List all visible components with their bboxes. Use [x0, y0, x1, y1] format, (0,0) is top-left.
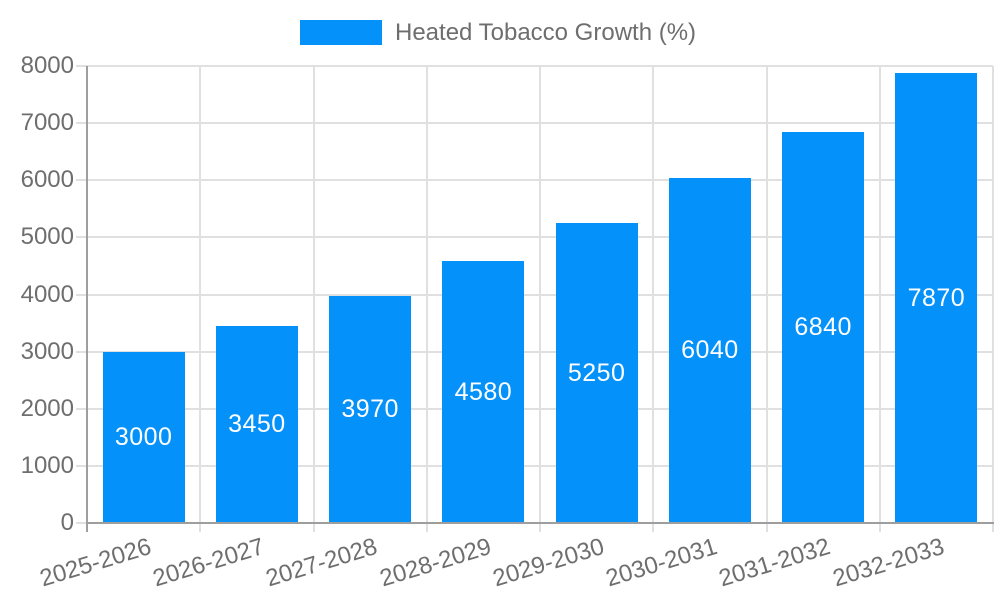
y-tick-mark	[76, 293, 87, 296]
x-tick-mark	[199, 523, 202, 532]
y-tick-mark	[76, 179, 87, 182]
bar-value-label: 6840	[794, 313, 852, 342]
bar[interactable]: 5250	[555, 223, 638, 523]
bar[interactable]: 6040	[668, 177, 751, 523]
gridline-v	[312, 66, 315, 523]
y-tick-label: 6000	[20, 166, 74, 194]
y-tick-label: 7000	[20, 109, 74, 137]
bar[interactable]: 3450	[215, 325, 298, 523]
gridline-v	[199, 66, 202, 523]
gridline-v	[992, 66, 994, 523]
y-tick-mark	[76, 236, 87, 239]
y-tick-mark	[76, 464, 87, 467]
x-tick-label: 2025-2026	[36, 533, 155, 593]
y-tick-label: 8000	[20, 52, 74, 79]
bar[interactable]: 3000	[102, 351, 185, 523]
bar[interactable]: 6840	[782, 132, 865, 523]
bar-value-label: 3450	[228, 409, 286, 438]
bar-value-label: 5250	[567, 358, 626, 387]
x-tick-mark	[878, 523, 881, 532]
x-tick-mark	[539, 523, 541, 532]
bar-value-label: 3970	[341, 395, 399, 424]
x-axis-line	[86, 522, 994, 524]
y-tick-mark	[76, 350, 87, 353]
legend-swatch	[300, 20, 382, 45]
gridline-v	[765, 66, 768, 523]
gridline-v	[652, 66, 655, 523]
y-tick-label: 4000	[20, 280, 74, 308]
y-tick-mark	[76, 65, 87, 67]
x-tick-label: 2026-2027	[149, 533, 268, 593]
bar[interactable]: 7870	[895, 73, 978, 523]
bar-value-label: 6040	[681, 335, 739, 364]
y-tick-label: 1000	[20, 451, 74, 479]
legend-label: Heated Tobacco Growth (%)	[395, 19, 697, 46]
gridline-v	[425, 66, 428, 523]
gridline-v	[878, 66, 881, 523]
bar-value-label: 7870	[907, 283, 966, 312]
x-tick-label: 2031-2032	[716, 533, 834, 593]
bar[interactable]: 3970	[329, 296, 412, 523]
legend[interactable]: Heated Tobacco Growth (%)	[300, 20, 696, 45]
x-tick-mark	[425, 523, 428, 532]
y-tick-mark	[76, 407, 87, 410]
y-axis-line	[86, 66, 88, 532]
y-tick-label: 5000	[20, 223, 74, 251]
x-tick-mark	[652, 523, 655, 532]
y-tick-label: 0	[60, 509, 74, 536]
x-tick-label: 2027-2028	[263, 533, 381, 593]
x-tick-label: 2032-2033	[829, 533, 947, 593]
bar[interactable]: 4580	[442, 261, 525, 523]
x-tick-mark	[312, 523, 315, 532]
x-tick-label: 2028-2029	[376, 533, 494, 593]
x-tick-label: 2029-2030	[489, 533, 608, 593]
x-tick-mark	[992, 523, 994, 532]
bar-value-label: 4580	[454, 377, 513, 406]
x-tick-label: 2030-2031	[602, 533, 721, 593]
x-tick-mark	[765, 523, 768, 532]
gridline-v	[539, 66, 541, 523]
y-tick-label: 2000	[20, 394, 74, 422]
y-tick-label: 3000	[20, 337, 74, 365]
y-tick-mark	[76, 522, 87, 524]
bar-value-label: 3000	[114, 422, 173, 451]
y-tick-mark	[76, 122, 87, 125]
